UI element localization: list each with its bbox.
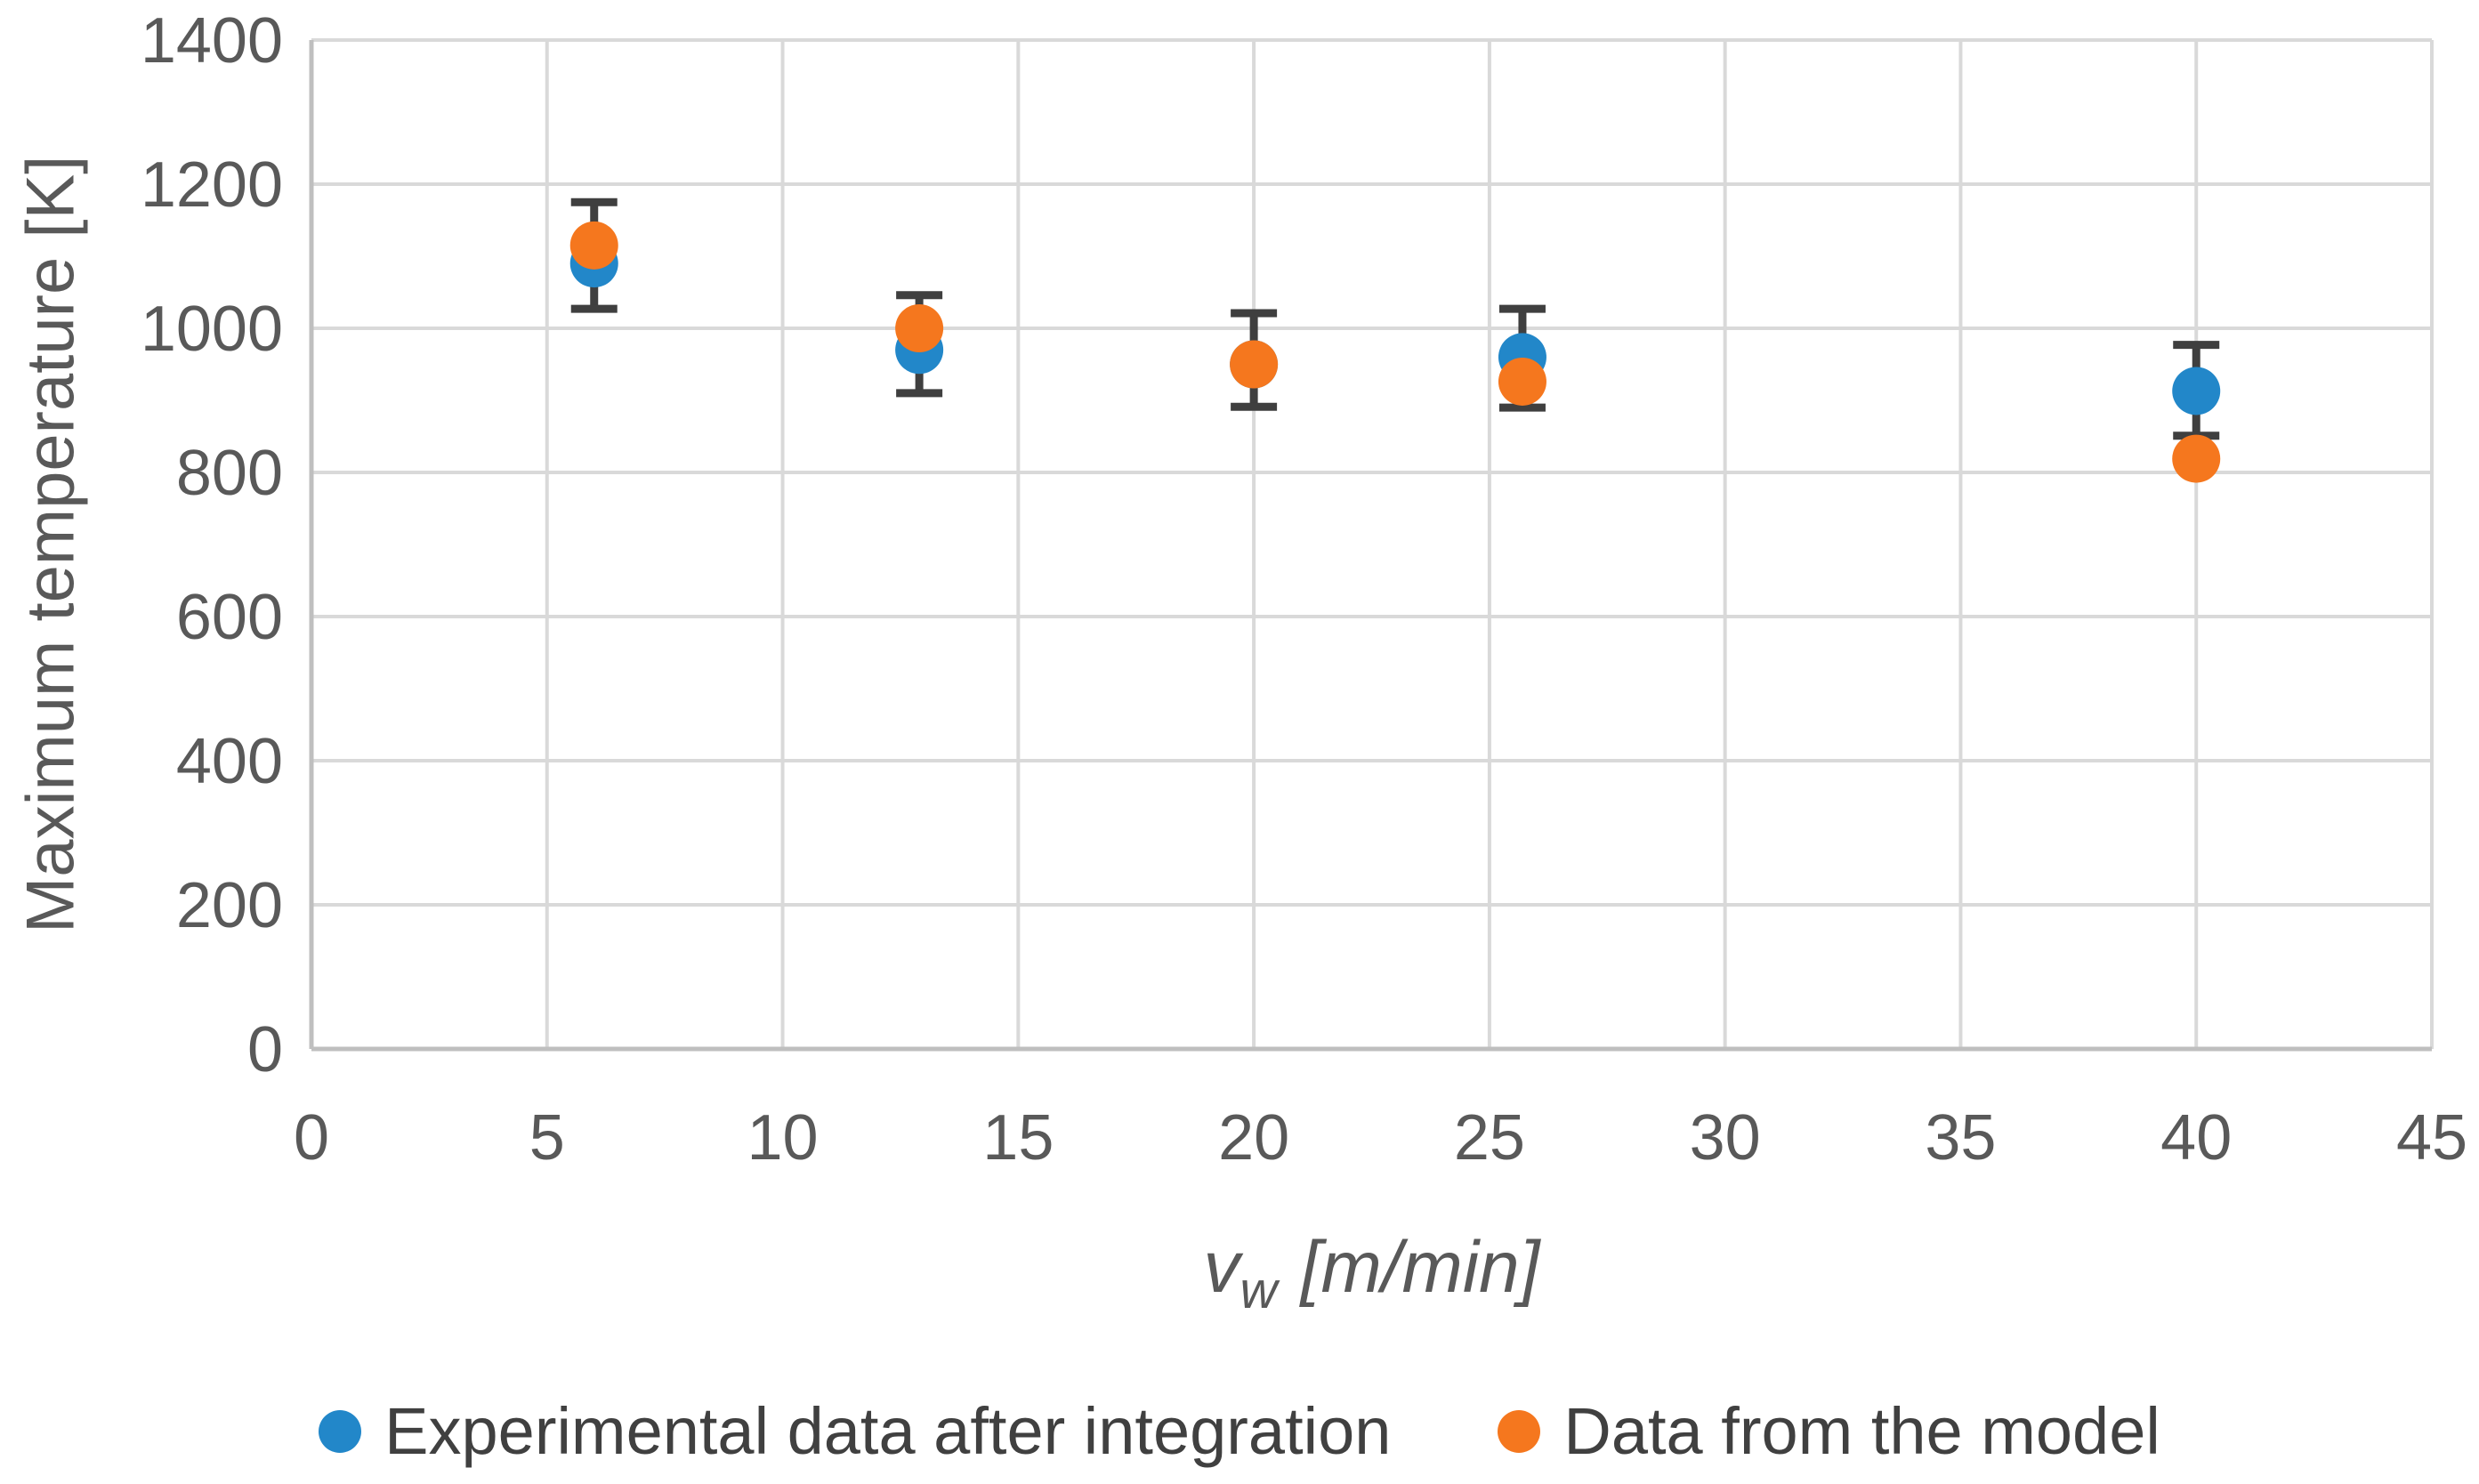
series-points-1 [569,221,2221,483]
tick-labels: 0 200 400 600 800 1000 1200 1400 0 5 10 15 20 25 30 35 4… [141,5,2467,1173]
x-tick-label: 5 [529,1102,565,1173]
y-tick-label: 1200 [141,149,283,221]
data-point-marker [1230,340,1279,389]
x-tick-label: 45 [2396,1102,2467,1173]
y-tick-label: 1400 [141,5,283,77]
legend-item-experimental: Experimental data after integration [319,1393,1391,1469]
x-tick-label: 40 [2160,1102,2232,1173]
y-tick-label: 1000 [141,294,283,365]
data-point-marker [2172,434,2221,483]
x-tick-label: 20 [1218,1102,1289,1173]
error-bars [570,198,2220,440]
y-tick-label: 0 [247,1014,283,1085]
y-tick-label: 400 [176,726,283,797]
legend: Experimental data after integration Data… [0,1393,2479,1469]
data-point-marker [895,304,944,352]
x-axis-unit: [m/min] [1300,1227,1540,1308]
x-tick-label: 25 [1454,1102,1525,1173]
legend-marker-experimental-icon [319,1409,362,1453]
data-point-marker [2172,367,2221,415]
legend-marker-model-icon [1498,1409,1541,1453]
y-tick-label: 800 [176,438,283,509]
legend-label-experimental: Experimental data after integration [384,1394,1392,1468]
gridlines [310,38,2434,1051]
data-point-marker [1498,357,1546,406]
axis-lines [309,40,2432,1052]
x-axis-variable: v [1203,1227,1240,1308]
legend-label-model: Data from the model [1563,1394,2160,1468]
x-tick-label: 30 [1690,1102,1761,1173]
x-axis-title: vw [m/min] [311,1226,2432,1320]
y-tick-label: 200 [176,870,283,941]
x-tick-label: 10 [747,1102,819,1173]
data-point-marker [569,221,618,270]
legend-item-model: Data from the model [1498,1393,2160,1469]
y-tick-label: 600 [176,582,283,653]
x-axis-variable-subscript: w [1240,1262,1278,1319]
x-tick-label: 15 [982,1102,1054,1173]
x-tick-label: 35 [1925,1102,1996,1173]
y-axis-title: Maximum temperature [K] [12,155,89,934]
x-tick-label: 0 [294,1102,329,1173]
